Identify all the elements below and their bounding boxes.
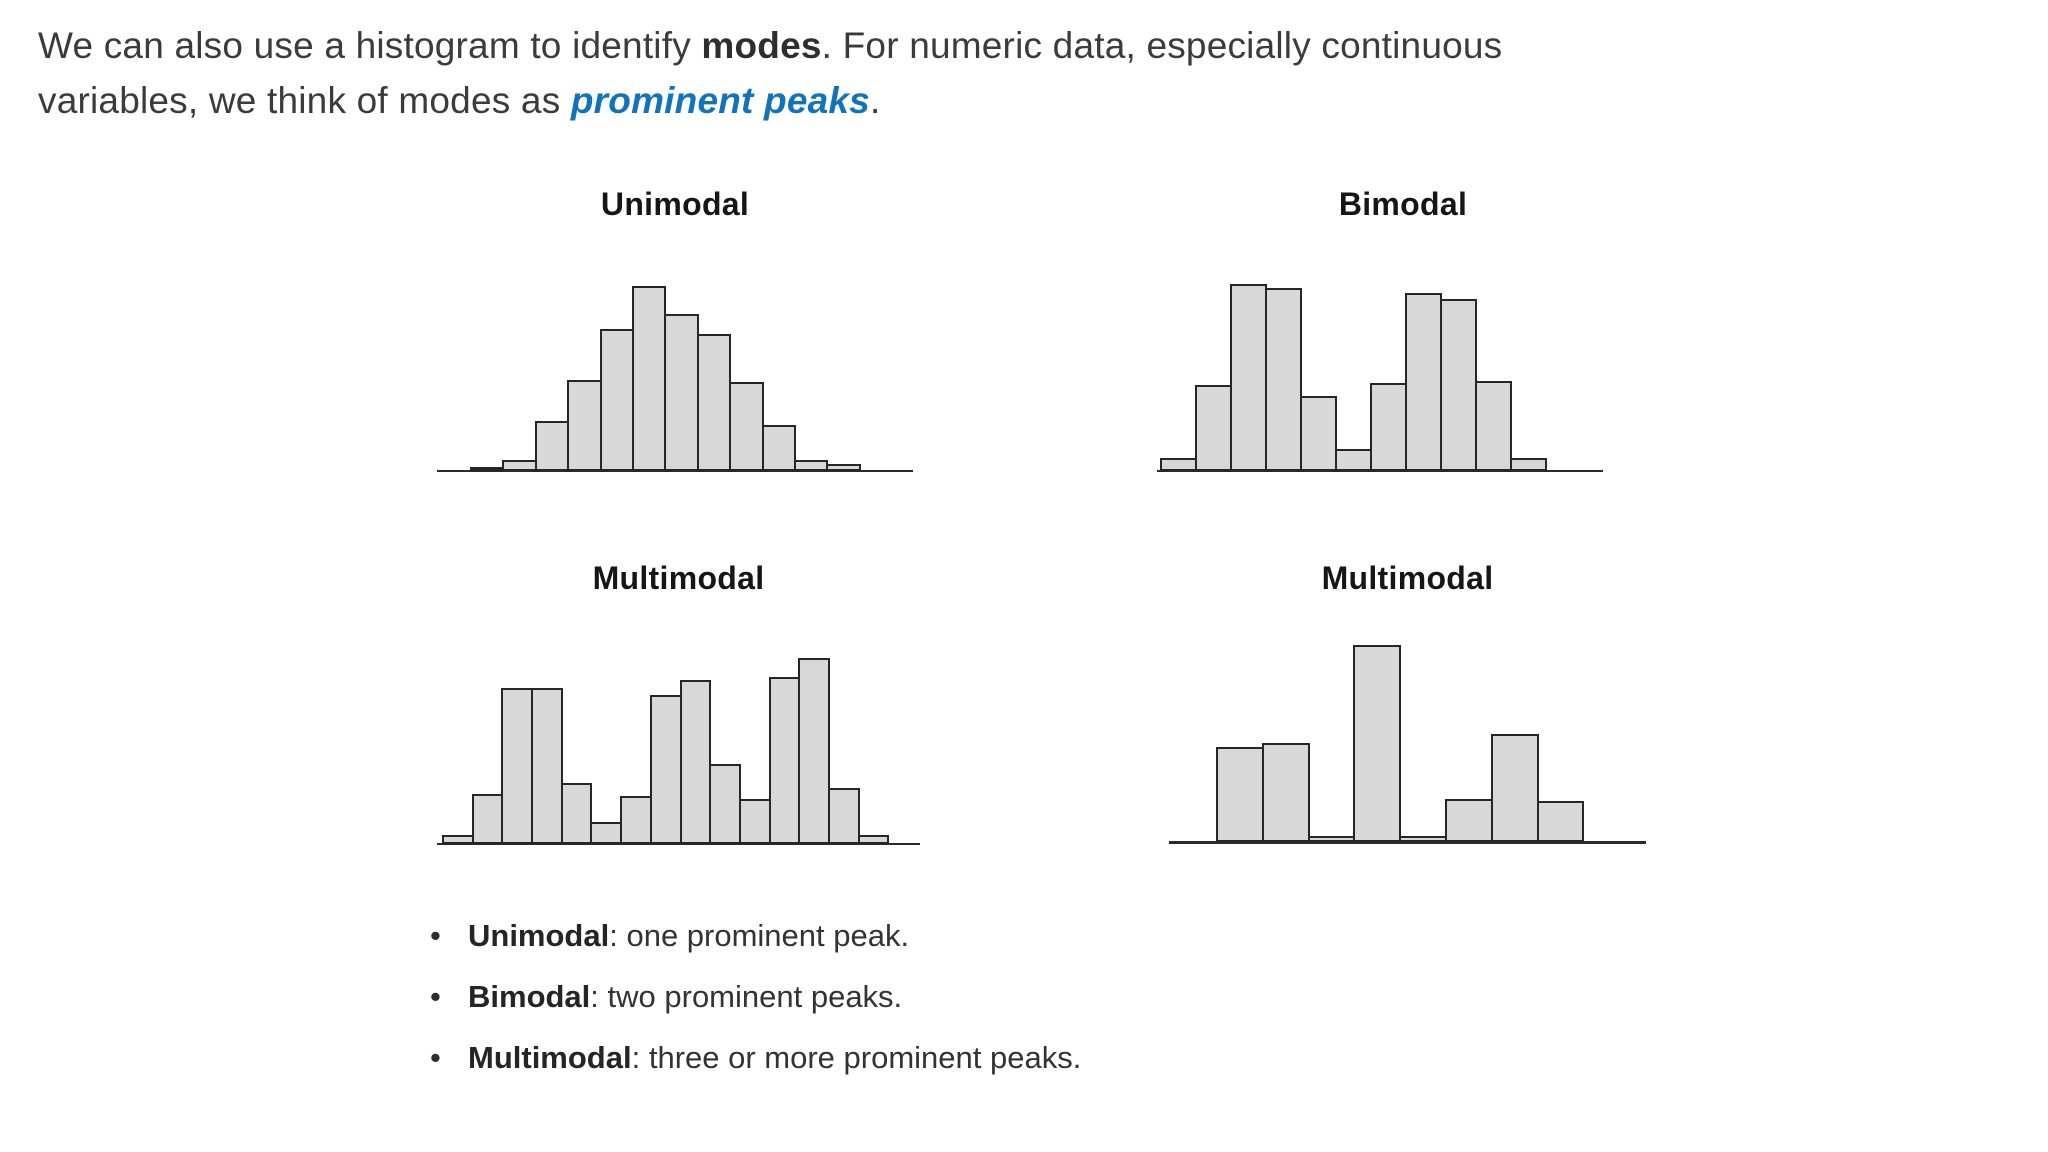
histogram-bar <box>1444 799 1493 842</box>
histogram-bar <box>501 688 534 844</box>
histogram-bar <box>1300 396 1337 471</box>
x-axis-line <box>1169 841 1646 844</box>
histogram-bars <box>470 286 861 471</box>
histogram-bar <box>1307 836 1356 842</box>
histogram-bar <box>1440 299 1477 471</box>
histogram-bar <box>1353 645 1402 842</box>
histogram-bar <box>1405 293 1442 471</box>
histogram-bar <box>738 799 771 844</box>
histogram-bar <box>761 425 796 471</box>
histogram-bar <box>1399 836 1447 842</box>
unimodal-histogram <box>437 273 913 472</box>
bullet-term: Bimodal <box>468 979 591 1014</box>
histogram-bar <box>793 460 829 471</box>
multimodal-right-title: Multimodal <box>1321 560 1494 596</box>
histogram-bar <box>827 788 860 844</box>
bullet-text: Unimodal: one prominent peak. <box>468 917 909 955</box>
bullet-icon: • <box>430 918 441 953</box>
histogram-bars <box>1216 645 1585 842</box>
histogram-bar <box>729 382 764 471</box>
histogram-bar <box>590 822 623 844</box>
mode-definitions-list: • Unimodal: one prominent peak. • Bimoda… <box>430 917 1081 1100</box>
histogram-bar <box>649 695 682 844</box>
bimodal-histogram <box>1157 271 1603 472</box>
histogram-bar <box>442 835 474 844</box>
prominent-peaks-link[interactable]: prominent peaks <box>570 80 870 121</box>
histogram-bar <box>534 421 570 471</box>
histogram-bar <box>826 464 861 471</box>
histogram-bar <box>599 329 634 471</box>
bullet-icon: • <box>430 1040 441 1075</box>
intro-text: . For numeric data, especially continuou… <box>821 25 1503 66</box>
histogram-bar <box>709 764 741 844</box>
histogram-bar <box>1490 734 1539 842</box>
bullet-icon: • <box>430 979 441 1014</box>
list-item: • Bimodal: two prominent peaks. <box>430 978 1081 1016</box>
multimodal-left-histogram <box>437 645 920 845</box>
histogram-bar <box>664 314 699 471</box>
unimodal-title: Unimodal <box>600 186 750 222</box>
histogram-bar <box>1230 284 1267 471</box>
histogram-bars <box>442 658 890 844</box>
histogram-bar <box>1216 747 1264 842</box>
histogram-bar <box>1265 288 1302 471</box>
bullet-rest: : two prominent peaks. <box>590 979 903 1014</box>
intro-text: We can also use a histogram to identify <box>38 25 702 66</box>
histogram-bar <box>1370 383 1407 471</box>
intro-paragraph: We can also use a histogram to identify … <box>38 18 1898 128</box>
histogram-bars <box>1160 284 1547 471</box>
bullet-text: Multimodal: three or more prominent peak… <box>468 1039 1081 1077</box>
intro-text: variables, we think of modes as <box>38 80 571 121</box>
intro-text: . <box>869 80 881 121</box>
histogram-bar <box>560 783 593 844</box>
histogram-bar <box>1510 458 1547 471</box>
x-axis-line <box>437 470 913 472</box>
histogram-bar <box>1160 458 1197 471</box>
histogram-bar <box>696 334 732 471</box>
x-axis-line <box>1157 470 1603 472</box>
histogram-bar <box>1261 743 1310 842</box>
bullet-term: Unimodal <box>468 918 610 953</box>
bimodal-title: Bimodal <box>1338 186 1468 222</box>
histogram-bar <box>1335 449 1372 471</box>
histogram-bar <box>798 658 830 844</box>
histogram-bar <box>471 794 504 844</box>
histogram-bar <box>1195 385 1232 471</box>
list-item: • Unimodal: one prominent peak. <box>430 917 1081 955</box>
modes-bold-text: modes <box>701 25 822 66</box>
histogram-bar <box>567 380 602 471</box>
histogram-bar <box>502 460 537 471</box>
multimodal-right-histogram <box>1169 630 1646 844</box>
histogram-bar <box>620 796 652 844</box>
intro-line-1: We can also use a histogram to identify … <box>38 18 1898 73</box>
x-axis-line <box>437 843 920 845</box>
histogram-bar <box>1475 381 1512 471</box>
bullet-rest: : three or more prominent peaks. <box>631 1040 1082 1075</box>
bullet-rest: : one prominent peak. <box>609 918 910 953</box>
histogram-bar <box>631 286 667 471</box>
list-item: • Multimodal: three or more prominent pe… <box>430 1039 1081 1077</box>
histogram-bar <box>768 677 801 844</box>
bullet-term: Multimodal <box>468 1040 632 1075</box>
histogram-bar <box>857 835 890 844</box>
histogram-bar <box>679 680 712 844</box>
histogram-bar <box>1536 801 1585 842</box>
bullet-text: Bimodal: two prominent peaks. <box>468 978 902 1016</box>
histogram-bar <box>531 688 563 844</box>
multimodal-left-title: Multimodal <box>592 560 765 596</box>
histogram-bar <box>470 467 505 471</box>
intro-line-2: variables, we think of modes as prominen… <box>38 73 1898 128</box>
